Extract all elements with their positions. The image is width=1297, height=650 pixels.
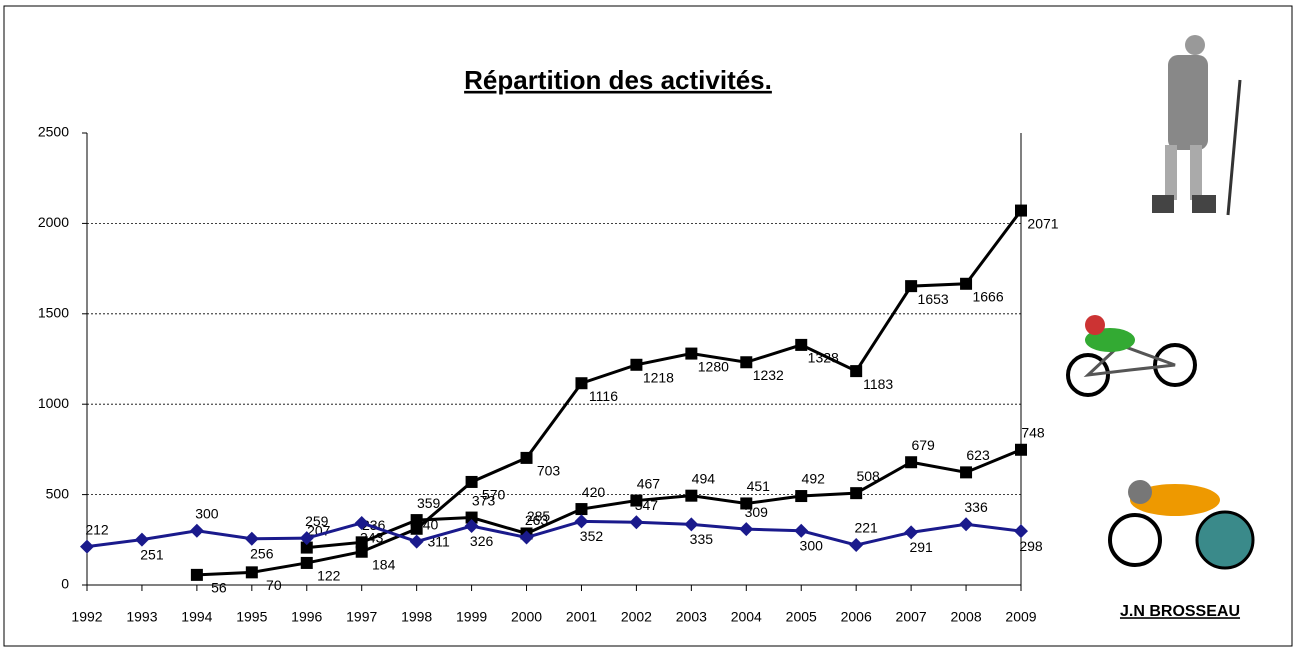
value-label: 240 — [415, 516, 439, 532]
y-tick-label: 1500 — [38, 305, 69, 321]
value-label: 1653 — [918, 291, 949, 307]
chart-title: Répartition des activités. — [464, 65, 772, 95]
value-label: 420 — [582, 484, 606, 500]
value-label: 326 — [470, 533, 494, 549]
value-label: 1218 — [643, 369, 674, 385]
value-label: 251 — [140, 546, 164, 562]
value-label: 1280 — [698, 358, 729, 374]
point — [191, 569, 203, 581]
value-label: 336 — [964, 499, 988, 515]
point — [740, 356, 752, 368]
value-label: 70 — [266, 577, 282, 593]
point — [246, 566, 258, 578]
x-tick-label: 2001 — [566, 609, 597, 625]
value-label: 373 — [472, 492, 496, 508]
value-label: 2071 — [1027, 215, 1058, 231]
x-tick-label: 2005 — [786, 609, 817, 625]
point — [905, 456, 917, 468]
point — [960, 466, 972, 478]
value-label: 263 — [525, 512, 549, 528]
x-tick-label: 2007 — [896, 609, 927, 625]
value-label: 212 — [85, 521, 109, 537]
x-tick-label: 2004 — [731, 609, 762, 625]
value-label: 291 — [909, 539, 933, 555]
y-tick-label: 1000 — [38, 395, 69, 411]
y-tick-label: 500 — [46, 485, 70, 501]
y-tick-label: 2500 — [38, 124, 69, 140]
value-label: 703 — [537, 463, 561, 479]
value-label: 221 — [854, 520, 878, 536]
point — [301, 557, 313, 569]
value-label: 467 — [637, 475, 661, 491]
value-label: 309 — [745, 504, 769, 520]
value-label: 748 — [1021, 424, 1045, 440]
value-label: 1232 — [753, 367, 784, 383]
x-tick-label: 2008 — [950, 609, 981, 625]
x-tick-label: 2006 — [841, 609, 872, 625]
chart: Répartition des activités. J.N BROSSEAU … — [0, 0, 1297, 650]
x-tick-label: 1995 — [236, 609, 267, 625]
point — [1015, 444, 1027, 456]
x-tick-label: 1999 — [456, 609, 487, 625]
x-tick-label: 1997 — [346, 609, 377, 625]
point — [795, 490, 807, 502]
value-label: 492 — [802, 471, 826, 487]
value-label: 1328 — [808, 350, 839, 366]
value-label: 298 — [1019, 538, 1043, 554]
x-tick-label: 1992 — [71, 609, 102, 625]
point — [685, 490, 697, 502]
value-label: 122 — [317, 568, 341, 584]
x-tick-label: 2003 — [676, 609, 707, 625]
point — [575, 377, 587, 389]
value-label: 679 — [911, 437, 935, 453]
value-label: 1666 — [972, 288, 1003, 304]
x-tick-label: 2000 — [511, 609, 542, 625]
value-label: 1183 — [863, 376, 893, 392]
point — [685, 348, 697, 360]
value-label: 359 — [417, 495, 441, 511]
value-label: 494 — [692, 470, 716, 486]
value-label: 451 — [747, 478, 771, 494]
value-label: 256 — [250, 545, 274, 561]
y-tick-label: 2000 — [38, 214, 69, 230]
value-label: 1116 — [589, 388, 618, 404]
point — [960, 278, 972, 290]
point — [575, 503, 587, 515]
value-label: 300 — [195, 505, 219, 521]
x-tick-label: 2002 — [621, 609, 652, 625]
value-label: 300 — [800, 537, 824, 553]
value-label: 343 — [360, 530, 384, 546]
point — [630, 359, 642, 371]
x-tick-label: 1993 — [126, 609, 157, 625]
value-label: 335 — [690, 531, 714, 547]
author: J.N BROSSEAU — [1120, 603, 1240, 620]
point — [850, 365, 862, 377]
y-tick-label: 0 — [61, 576, 69, 592]
point — [850, 487, 862, 499]
point — [1015, 205, 1027, 217]
value-label: 352 — [580, 528, 604, 544]
x-tick-label: 1996 — [291, 609, 322, 625]
point — [521, 452, 533, 464]
x-tick-label: 1998 — [401, 609, 432, 625]
x-tick-label: 2009 — [1005, 609, 1036, 625]
point — [795, 339, 807, 351]
value-label: 347 — [635, 497, 659, 513]
point — [466, 476, 478, 488]
value-label: 508 — [856, 468, 880, 484]
point — [905, 280, 917, 292]
value-label: 623 — [966, 447, 990, 463]
value-label: 184 — [372, 556, 396, 572]
value-label: 259 — [305, 513, 329, 529]
value-label: 56 — [211, 580, 227, 596]
x-tick-label: 1994 — [181, 609, 212, 625]
